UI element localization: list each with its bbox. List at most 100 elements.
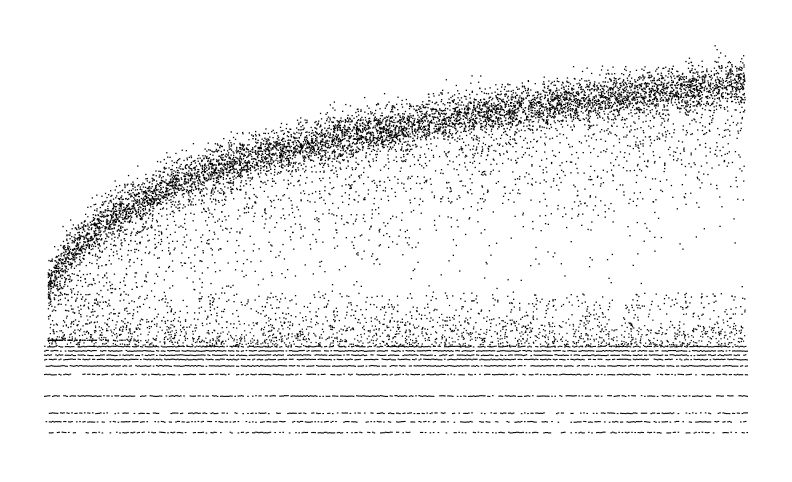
data-point-960 [120, 206, 122, 208]
data-point-3624 [391, 121, 393, 123]
data-point-400 [743, 94, 745, 96]
data-point-920 [637, 198, 639, 200]
data-point-2089 [460, 146, 462, 148]
data-point-2225 [383, 166, 385, 168]
data-point-2571 [570, 115, 572, 117]
data-point-2189 [325, 140, 327, 142]
data-point-1214 [635, 143, 637, 146]
data-point-2883 [288, 152, 290, 154]
data-point-4278 [562, 96, 564, 98]
data-point-4362 [214, 174, 216, 176]
data-point-4783 [130, 232, 132, 235]
data-point-3781 [619, 93, 622, 95]
data-point-2566 [438, 119, 440, 122]
data-point-1900 [713, 111, 715, 114]
data-point-2601 [449, 117, 451, 119]
data-point-4424 [692, 91, 694, 93]
data-point-343 [697, 73, 699, 75]
data-point-3202 [646, 227, 648, 229]
data-point-3716 [47, 297, 50, 299]
data-point-4558 [546, 112, 549, 114]
data-point-792 [649, 110, 651, 112]
data-point-577 [590, 106, 592, 109]
data-point-2899 [401, 129, 403, 131]
data-point-3064 [132, 205, 135, 207]
data-point-298 [264, 173, 267, 175]
data-point-3462 [725, 92, 727, 94]
data-point-1327 [153, 179, 155, 181]
data-point-4219 [214, 164, 216, 166]
data-point-1185 [362, 130, 364, 132]
data-point-807 [691, 64, 693, 67]
data-point-246 [106, 222, 108, 224]
data-point-1729 [76, 237, 79, 239]
data-point-4505 [427, 107, 429, 109]
data-point-3751 [155, 170, 157, 172]
data-point-630 [559, 164, 561, 167]
data-point-2736 [495, 138, 498, 140]
data-point-2312 [698, 206, 700, 208]
data-point-3966 [589, 115, 591, 118]
data-point-191 [137, 165, 139, 167]
data-point-319 [632, 200, 634, 202]
data-point-3131 [554, 90, 557, 92]
data-point-4222 [217, 176, 219, 178]
data-point-4253 [132, 188, 134, 190]
data-point-3660 [743, 72, 745, 74]
data-point-3441 [512, 189, 514, 191]
data-point-1910 [598, 94, 600, 96]
data-point-586 [485, 106, 487, 108]
data-point-1814 [730, 69, 732, 71]
data-point-437 [684, 88, 686, 90]
data-point-3056 [648, 88, 651, 90]
data-point-3980 [54, 246, 56, 248]
data-point-106 [313, 141, 315, 143]
data-point-1705 [646, 85, 648, 87]
data-point-2981 [143, 202, 145, 204]
data-point-1768 [256, 196, 258, 199]
data-point-4475 [564, 96, 566, 99]
data-point-1335 [72, 248, 74, 251]
data-point-1191 [342, 126, 344, 129]
data-point-1721 [193, 318, 196, 320]
data-point-2682 [362, 119, 364, 121]
data-point-766 [195, 187, 197, 190]
data-point-3718 [664, 93, 666, 95]
data-point-3155 [56, 288, 58, 290]
data-point-2084 [666, 105, 668, 107]
data-point-1125 [248, 162, 250, 164]
data-point-2154 [684, 92, 686, 94]
data-point-444 [265, 174, 268, 176]
data-point-2274 [546, 127, 548, 129]
data-point-4961 [377, 121, 380, 123]
data-point-4987 [557, 204, 559, 207]
data-point-4019 [481, 91, 483, 93]
data-point-1839 [217, 161, 219, 163]
data-point-4874 [644, 93, 646, 95]
data-point-1616 [257, 284, 260, 286]
data-point-3930 [154, 229, 156, 231]
data-point-4649 [452, 107, 454, 110]
data-point-1989 [272, 333, 275, 335]
data-point-634 [207, 142, 209, 144]
data-point-4655 [427, 121, 429, 123]
data-point-3335 [385, 124, 387, 126]
data-point-1308 [402, 119, 404, 121]
data-point-4474 [372, 139, 374, 141]
data-point-3954 [504, 86, 506, 88]
data-point-3994 [333, 237, 335, 239]
data-point-3547 [644, 136, 647, 138]
data-point-861 [338, 153, 340, 155]
data-point-2117 [668, 70, 670, 72]
data-point-1246 [282, 140, 284, 143]
data-point-256 [687, 86, 689, 88]
data-point-3044 [72, 288, 75, 290]
data-point-313 [685, 109, 688, 112]
data-point-28 [178, 167, 180, 169]
data-point-4778 [314, 296, 316, 298]
data-point-2530 [446, 123, 448, 125]
data-point-410 [158, 170, 160, 172]
data-point-4246 [305, 182, 307, 184]
data-point-2822 [478, 107, 480, 109]
data-point-2611 [453, 94, 456, 96]
